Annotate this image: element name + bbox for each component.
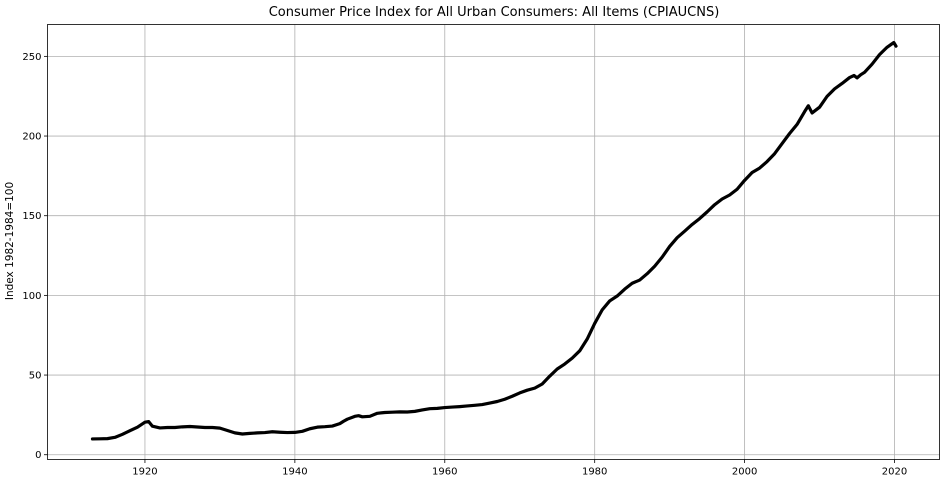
y-tick-label: 50 <box>29 371 42 382</box>
y-tick-label: 150 <box>22 211 41 222</box>
cpi-series-line <box>90 40 898 441</box>
y-axis-label: Index 1982-1984=100 <box>4 182 16 300</box>
x-tick-label: 1940 <box>282 467 307 478</box>
chart-title: Consumer Price Index for All Urban Consu… <box>269 5 720 20</box>
x-tick-label: 1980 <box>582 467 607 478</box>
grid-lines <box>47 24 940 460</box>
series-layer <box>90 40 898 441</box>
y-tick-label: 0 <box>35 450 41 461</box>
x-tick-label: 1960 <box>432 467 457 478</box>
plot-frame <box>47 24 940 460</box>
x-tick-label: 2020 <box>882 467 907 478</box>
y-tick-label: 100 <box>22 291 41 302</box>
y-tick-label: 250 <box>22 52 41 63</box>
axis-ticks: 1920 1940 1960 1980 2000 2020 0 50 100 150 200 250 <box>22 52 907 478</box>
x-tick-label: 1920 <box>132 467 157 478</box>
y-tick-label: 200 <box>22 132 41 143</box>
x-tick-label: 2000 <box>732 467 757 478</box>
